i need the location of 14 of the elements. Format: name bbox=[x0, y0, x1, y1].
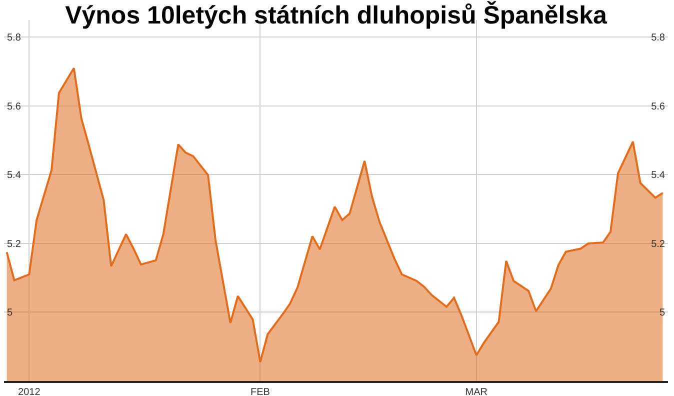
x-tick-label: FEB bbox=[250, 386, 270, 396]
y2-tick-label: 5.6 bbox=[651, 101, 666, 112]
x-tick-label: 2012 bbox=[18, 386, 41, 396]
y-tick-label: 5 bbox=[7, 308, 13, 319]
y2-tick-label: 5.8 bbox=[651, 32, 666, 44]
y2-tick-label: 5 bbox=[659, 308, 666, 319]
y-tick-label: 5.8 bbox=[7, 32, 22, 44]
x-tick-label: MAR bbox=[465, 386, 488, 396]
y2-tick-label: 5.2 bbox=[651, 238, 666, 250]
chart-title: Výnos 10letých státních dluhopisů Španělska bbox=[65, 0, 608, 30]
y2-tick-label: 5.4 bbox=[651, 170, 666, 182]
y-tick-label: 5.6 bbox=[7, 101, 22, 112]
y-tick-label: 5.4 bbox=[7, 170, 22, 182]
y-tick-label: 5.2 bbox=[7, 238, 22, 250]
